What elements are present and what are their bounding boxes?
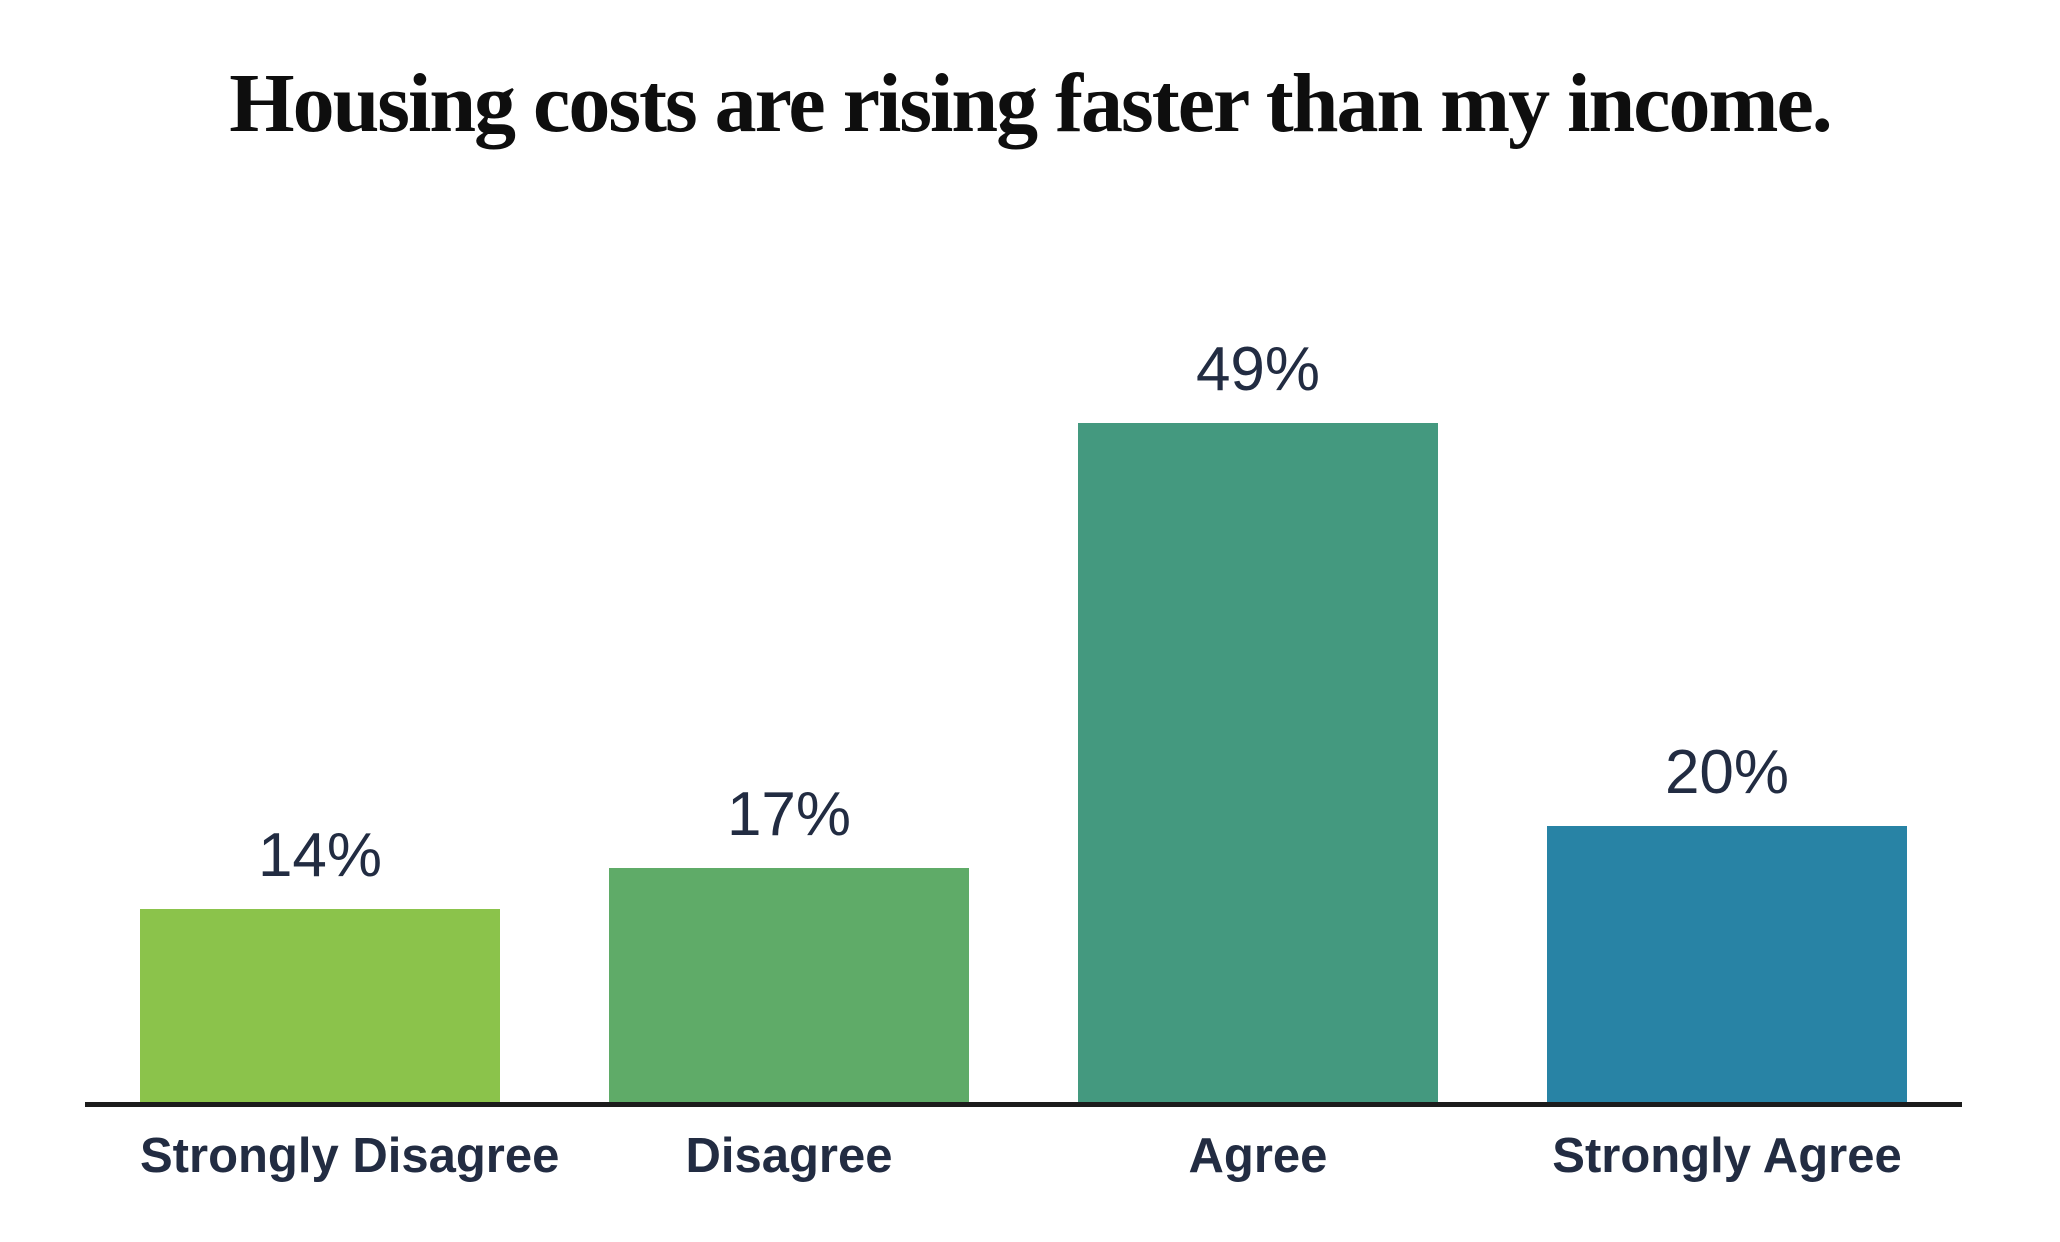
x-axis-label-disagree: Disagree [685, 1129, 893, 1183]
value-label-disagree: 17% [726, 780, 852, 849]
bar-disagree [609, 868, 969, 1104]
bar-agree [1078, 423, 1438, 1104]
bar-strongly-agree [1547, 826, 1907, 1104]
chart-title: Housing costs are rising faster than my … [229, 57, 1833, 150]
bar-group-strongly-agree: 20% [1547, 742, 1907, 1104]
value-label-strongly-disagree: 14% [257, 821, 383, 890]
bar-group-disagree: 17% [609, 784, 969, 1104]
value-label-agree: 49% [1195, 335, 1321, 404]
bar-strongly-disagree [140, 909, 500, 1104]
category-axis: Strongly Disagree Disagree Agree Strongly A… [85, 1129, 1962, 1184]
bars-row: 14% 17% 49% 20% [85, 0, 1962, 1104]
plot-area: 14% 17% 49% 20% [85, 0, 1962, 1104]
bar-group-strongly-disagree: 14% [140, 825, 500, 1104]
value-label-strongly-agree: 20% [1664, 738, 1790, 807]
bar-group-agree: 49% [1078, 339, 1438, 1104]
x-axis-line [85, 1102, 1962, 1107]
x-axis-label-strongly-disagree: Strongly Disagree [140, 1129, 560, 1183]
x-axis-label-agree: Agree [1188, 1129, 1328, 1183]
x-axis-label-strongly-agree: Strongly Agree [1552, 1129, 1902, 1183]
